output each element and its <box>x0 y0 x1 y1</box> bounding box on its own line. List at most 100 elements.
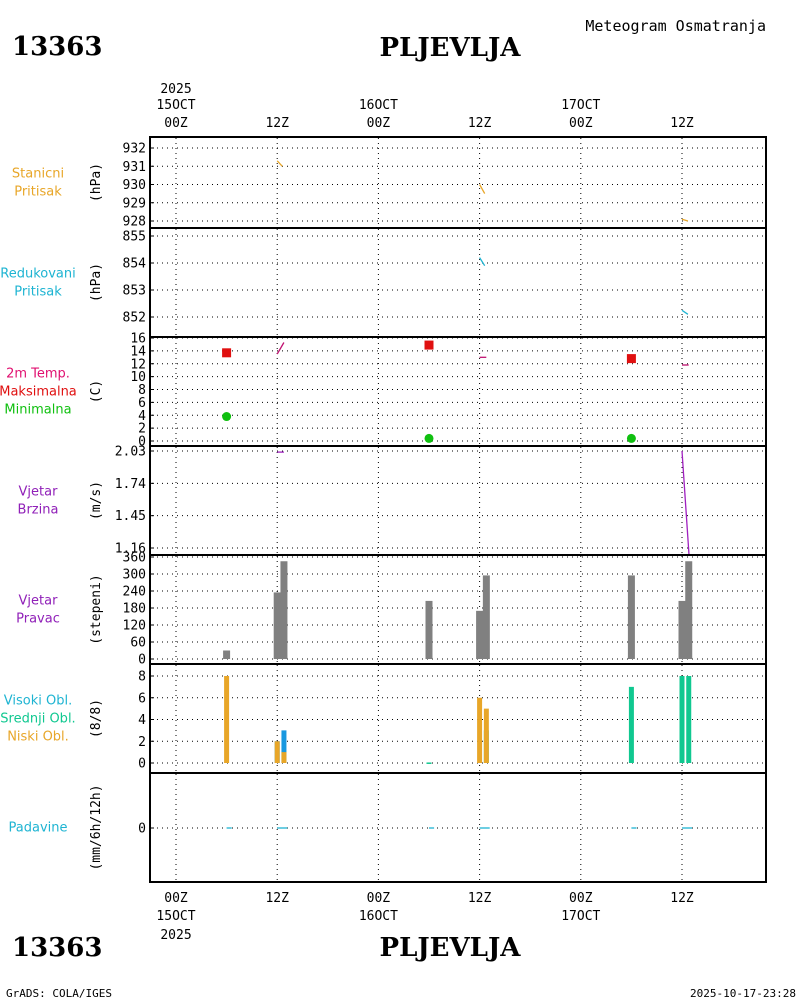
series-bar <box>281 752 287 763</box>
series-bar <box>224 676 230 763</box>
series-bar <box>483 708 489 763</box>
panel-precipitation: 0 (mm/6h/12h) Padavine <box>9 772 767 883</box>
panel-frame <box>149 227 767 338</box>
y-tick-label: 0 <box>138 822 146 837</box>
y-tick-label: 240 <box>123 585 146 600</box>
y-tick-label: 4 <box>138 713 146 728</box>
panel-label: Maksimalna <box>0 385 77 400</box>
panel-label: Minimalna <box>4 403 71 418</box>
series-bar <box>280 561 288 659</box>
panel-clouds: 0 2 4 6 8 (8/8) Visoki Obl. Srednji Obl. Niski O… <box>0 663 767 774</box>
y-tick-label: 8 <box>138 670 146 685</box>
series-segment <box>681 218 689 222</box>
station-id-top: 13363 <box>12 32 102 62</box>
panels: 928929930931932(hPa)StanicniPritisak8528… <box>0 136 767 883</box>
y-tick-label: 1.45 <box>115 509 146 524</box>
y-tick-label: 6 <box>138 691 146 706</box>
panel-label: Pritisak <box>14 285 62 300</box>
panel-frame <box>149 336 767 447</box>
panel-reduced_pressure: 852 853 854 855 (hPa) Redukovani Pritisak <box>0 227 767 338</box>
panel-label: Brzina <box>18 503 59 518</box>
panel-frame <box>149 445 767 556</box>
y-tick-label: 12 <box>130 357 146 372</box>
series-segment <box>681 309 689 315</box>
bottom-date-label: 16OCT <box>359 909 398 924</box>
series-bar <box>627 575 635 659</box>
max-temp-marker <box>222 348 232 358</box>
y-tick-label: 300 <box>123 568 146 583</box>
y-tick-label: 852 <box>123 311 146 326</box>
chart-title: Meteogram Osmatranja <box>585 17 766 35</box>
station-id-bottom: 13363 <box>12 933 102 963</box>
bottom-date-label: 15OCT <box>156 909 195 924</box>
y-axis-unit: (hPa) <box>89 163 104 202</box>
panel-label: Vjetar <box>19 485 59 500</box>
y-tick-label: 930 <box>123 178 146 193</box>
bottom-hour-label: 00Z <box>164 891 188 906</box>
y-tick-label: 932 <box>123 142 146 157</box>
y-tick-label: 0 <box>138 653 146 668</box>
min-temp-marker <box>626 433 636 443</box>
y-tick-label: 6 <box>138 396 146 411</box>
panel-frame <box>149 554 767 665</box>
y-tick-label: 854 <box>123 257 147 272</box>
y-tick-label: 0 <box>138 757 146 772</box>
top-time-axis: 15OCT 00Z 12Z 16OCT 00Z 12Z 17OCT 00Z 12Z <box>156 98 693 131</box>
y-tick-label: 931 <box>123 160 146 175</box>
top-hour-label: 00Z <box>164 116 188 131</box>
panel-label: Redukovani <box>0 267 75 282</box>
station-name-bottom: PLJEVLJA <box>380 933 522 963</box>
min-temp-marker <box>222 412 232 422</box>
panel-station_pressure: 928 929 930 931 932 (hPa) Stanicni Pritisak <box>12 136 767 230</box>
series-bar <box>274 741 280 763</box>
series-bar <box>685 561 693 659</box>
series-group <box>223 561 693 659</box>
max-temp-marker <box>626 354 636 364</box>
y-tick-label: 855 <box>123 230 146 245</box>
bottom-hour-label: 12Z <box>265 891 289 906</box>
station-name-top: PLJEVLJA <box>380 33 522 63</box>
top-hour-label: 12Z <box>468 116 492 131</box>
panel-wind_direction: 0 60 120 180 240 300 360 (stepeni) Vjetar Pravac <box>16 551 767 668</box>
bottom-hour-label: 00Z <box>367 891 391 906</box>
series-bar <box>686 676 692 763</box>
series-bar <box>678 600 686 659</box>
top-hour-label: 12Z <box>265 116 289 131</box>
series-bar <box>476 610 484 659</box>
top-hour-label: 00Z <box>367 116 391 131</box>
panel-label: Pritisak <box>14 185 62 200</box>
y-tick-label: 180 <box>123 602 146 617</box>
series-bar <box>425 600 433 659</box>
panel-frame <box>149 136 767 229</box>
y-tick-label: 360 <box>123 551 146 566</box>
panel-label: Padavine <box>9 821 68 836</box>
panel-frame <box>149 663 767 774</box>
y-axis-unit: (C) <box>89 380 104 403</box>
y-tick-label: 2 <box>138 422 146 437</box>
y-tick-label: 929 <box>123 196 146 211</box>
y-tick-label: 14 <box>130 344 146 359</box>
panel-label: Visoki Obl. <box>4 694 72 709</box>
year-label-top: 2025 <box>160 82 191 97</box>
footer-timestamp: 2025-10-17-23:28 <box>690 987 796 1000</box>
year-label-bottom: 2025 <box>160 928 191 943</box>
series-bar <box>273 592 281 659</box>
top-date-label: 17OCT <box>561 98 600 113</box>
y-tick-label: 2 <box>138 735 146 750</box>
y-tick-label: 853 <box>123 284 146 299</box>
panel-label: Vjetar <box>19 594 59 609</box>
panel-label: Pravac <box>16 612 60 627</box>
series-bar <box>482 575 490 659</box>
y-axis-unit: (m/s) <box>89 481 104 520</box>
series-segment <box>276 160 283 167</box>
min-temp-marker <box>424 433 434 443</box>
y-tick-label: 16 <box>130 332 146 347</box>
series-bar <box>477 697 483 763</box>
y-tick-label: 928 <box>123 215 146 230</box>
y-tick-label: 1.74 <box>115 477 146 492</box>
panel-label: 2m Temp. <box>6 367 70 382</box>
series-group <box>224 676 692 764</box>
y-axis-unit: (8/8) <box>89 699 104 738</box>
y-tick-label: 8 <box>138 383 146 398</box>
